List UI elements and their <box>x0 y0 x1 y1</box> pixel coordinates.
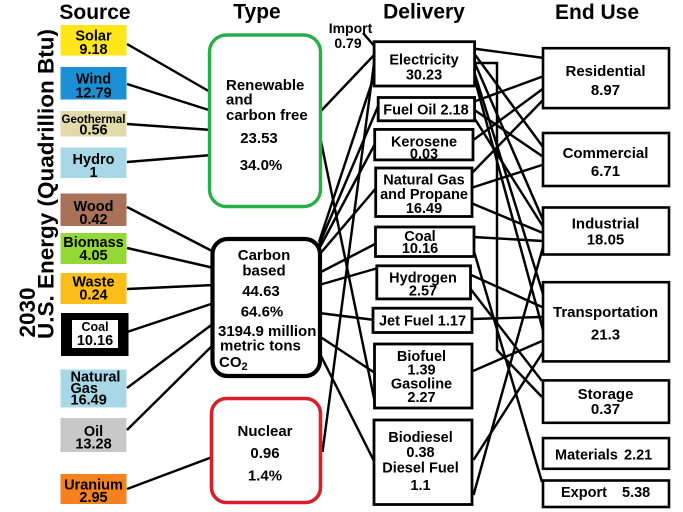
svg-text:Source: Source <box>59 1 130 24</box>
svg-text:0.38: 0.38 <box>406 445 434 461</box>
svg-text:Coal: Coal <box>404 229 435 245</box>
svg-text:Materials: Materials <box>555 448 618 464</box>
svg-text:5.38: 5.38 <box>622 485 650 501</box>
svg-text:30.23: 30.23 <box>406 68 442 84</box>
svg-text:Nuclear: Nuclear <box>237 423 292 440</box>
svg-text:8.97: 8.97 <box>591 82 620 99</box>
svg-text:U.S. Energy (Quadrillion Btu): U.S. Energy (Quadrillion Btu) <box>34 29 59 339</box>
svg-text:Hydro: Hydro <box>73 152 115 168</box>
svg-text:Transportation: Transportation <box>553 304 658 321</box>
svg-text:Geothermal: Geothermal <box>62 114 126 126</box>
svg-text:1.39: 1.39 <box>407 363 435 379</box>
svg-text:Residential: Residential <box>565 63 645 80</box>
svg-text:0.56: 0.56 <box>79 123 107 139</box>
svg-text:CO2: CO2 <box>219 354 248 373</box>
svg-text:1.1: 1.1 <box>410 478 430 494</box>
svg-text:Storage: Storage <box>578 386 634 403</box>
svg-text:Diesel Fuel: Diesel Fuel <box>382 461 459 477</box>
svg-text:Export: Export <box>561 485 607 501</box>
svg-text:Biofuel: Biofuel <box>397 349 446 365</box>
svg-text:Wind: Wind <box>76 72 111 88</box>
svg-text:2030: 2030 <box>15 287 40 337</box>
svg-text:Wood: Wood <box>74 199 114 215</box>
svg-text:0.03: 0.03 <box>410 147 438 163</box>
svg-text:9.18: 9.18 <box>79 42 107 58</box>
svg-text:2.21: 2.21 <box>624 448 652 464</box>
svg-text:2.27: 2.27 <box>407 390 435 406</box>
svg-text:1.4%: 1.4% <box>248 468 282 485</box>
svg-text:Fuel Oil 2.18: Fuel Oil 2.18 <box>383 103 468 119</box>
svg-text:Oil: Oil <box>84 424 103 440</box>
svg-text:Kerosene: Kerosene <box>391 135 457 151</box>
svg-text:Hydrogen: Hydrogen <box>389 271 457 287</box>
svg-text:Gas: Gas <box>71 381 98 397</box>
svg-text:Gasoline: Gasoline <box>391 377 452 393</box>
svg-text:Waste: Waste <box>72 275 114 291</box>
svg-text:Natural: Natural <box>71 370 121 386</box>
svg-text:0.24: 0.24 <box>79 288 107 304</box>
svg-text:10.16: 10.16 <box>77 333 113 349</box>
svg-text:64.6%: 64.6% <box>241 304 284 321</box>
svg-text:Coal: Coal <box>81 320 108 334</box>
svg-text:based: based <box>242 263 285 280</box>
svg-text:Biodiesel: Biodiesel <box>388 430 452 446</box>
svg-text:16.49: 16.49 <box>406 201 442 217</box>
svg-text:Electricity: Electricity <box>389 53 458 69</box>
svg-text:Import: Import <box>329 20 373 36</box>
svg-text:Solar: Solar <box>75 29 112 45</box>
svg-text:21.3: 21.3 <box>591 327 620 344</box>
svg-text:6.71: 6.71 <box>591 163 620 180</box>
svg-text:34.0%: 34.0% <box>240 157 283 174</box>
svg-text:metric tons: metric tons <box>220 338 301 355</box>
svg-text:0.79: 0.79 <box>334 35 361 51</box>
svg-text:Industrial: Industrial <box>572 216 640 233</box>
svg-text:1: 1 <box>89 165 97 181</box>
svg-text:and: and <box>226 92 253 109</box>
svg-text:10.16: 10.16 <box>402 241 438 257</box>
svg-text:End Use: End Use <box>555 1 639 24</box>
svg-text:12.79: 12.79 <box>75 86 111 102</box>
svg-text:18.05: 18.05 <box>587 232 625 249</box>
svg-text:Delivery: Delivery <box>383 1 465 24</box>
svg-text:carbon free: carbon free <box>226 107 308 124</box>
svg-text:Uranium: Uranium <box>64 478 123 494</box>
svg-text:Commercial: Commercial <box>563 145 649 162</box>
svg-text:Carbon: Carbon <box>238 247 291 264</box>
svg-text:0.42: 0.42 <box>79 212 107 228</box>
svg-text:44.63: 44.63 <box>242 283 280 300</box>
svg-text:2.57: 2.57 <box>409 284 437 300</box>
svg-text:Renewable: Renewable <box>226 77 304 94</box>
svg-text:4.05: 4.05 <box>79 248 107 264</box>
svg-text:and Propane: and Propane <box>380 187 468 203</box>
svg-text:0.37: 0.37 <box>591 401 620 418</box>
svg-text:23.53: 23.53 <box>240 130 278 147</box>
svg-text:2.95: 2.95 <box>79 490 107 506</box>
svg-text:3194.9 million: 3194.9 million <box>218 323 316 340</box>
svg-text:Biomass: Biomass <box>63 235 123 251</box>
svg-text:Type: Type <box>233 1 280 24</box>
svg-text:Natural Gas: Natural Gas <box>383 173 464 189</box>
svg-text:16.49: 16.49 <box>71 393 107 409</box>
svg-text:0.96: 0.96 <box>250 445 279 462</box>
svg-text:Jet Fuel 1.17: Jet Fuel 1.17 <box>379 314 466 330</box>
svg-text:13.28: 13.28 <box>75 437 111 453</box>
